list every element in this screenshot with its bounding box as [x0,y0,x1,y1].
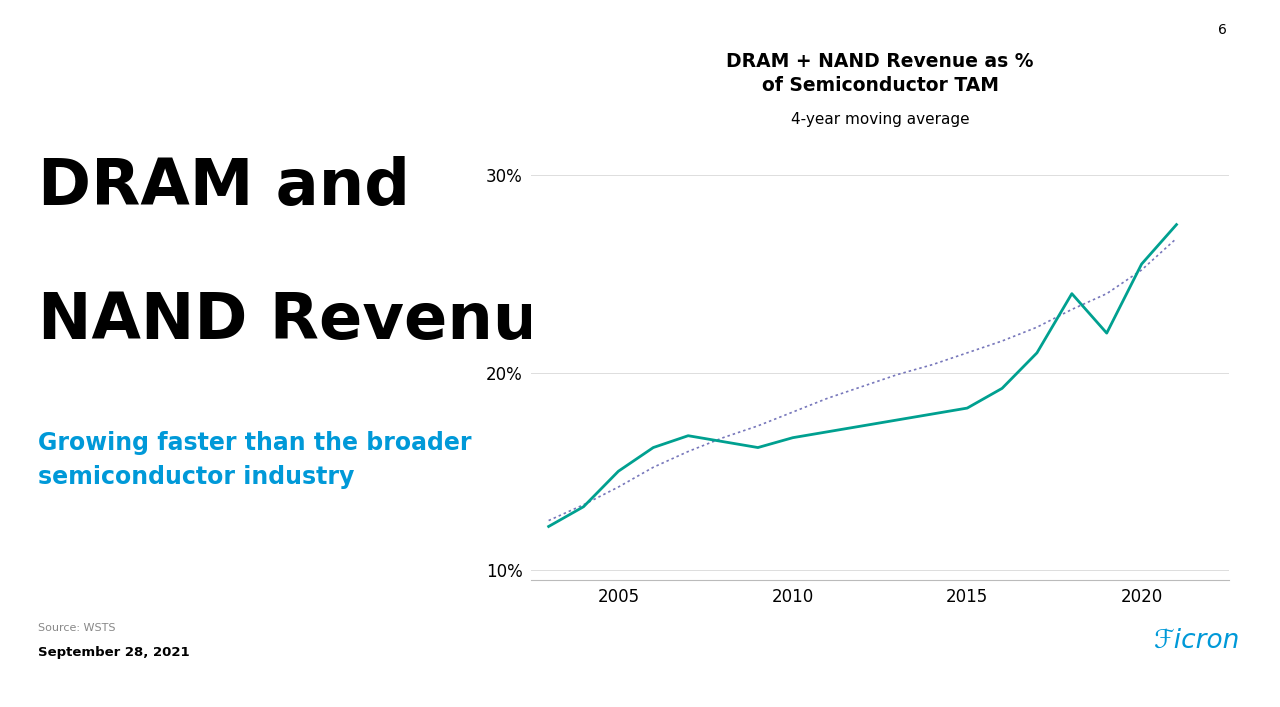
Text: ℱicron: ℱicron [1153,628,1240,654]
Text: Growing faster than the broader
semiconductor industry: Growing faster than the broader semicond… [38,431,472,489]
Text: NAND Revenue: NAND Revenue [38,290,582,352]
Text: 4-year moving average: 4-year moving average [791,112,969,127]
Text: DRAM and: DRAM and [38,156,411,218]
Text: Source: WSTS: Source: WSTS [38,623,116,633]
Text: DRAM + NAND Revenue as %
of Semiconductor TAM: DRAM + NAND Revenue as % of Semiconducto… [726,52,1034,95]
Text: 6: 6 [1219,23,1226,37]
Text: September 28, 2021: September 28, 2021 [38,646,189,659]
